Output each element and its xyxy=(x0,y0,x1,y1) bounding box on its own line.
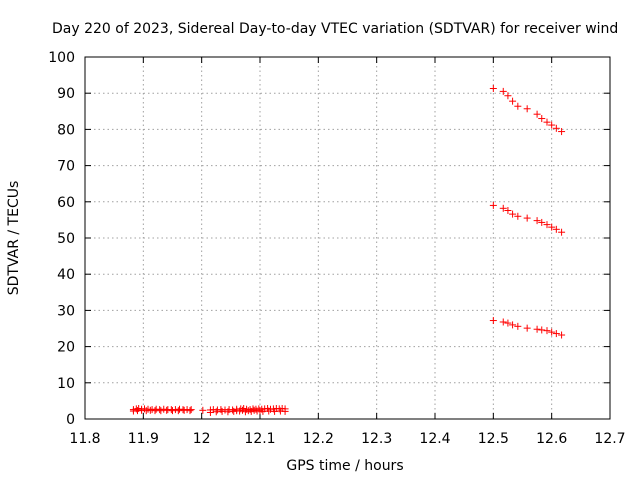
data-point xyxy=(157,407,165,415)
data-point xyxy=(499,87,507,95)
data-point xyxy=(548,223,556,231)
data-point xyxy=(533,110,541,118)
data-point xyxy=(514,322,522,330)
data-point xyxy=(174,407,182,415)
y-tick-label: 100 xyxy=(48,50,75,66)
data-point xyxy=(552,225,560,233)
y-tick-label: 60 xyxy=(57,195,75,211)
data-point xyxy=(543,118,551,126)
data-point xyxy=(538,115,546,123)
data-point xyxy=(538,326,546,334)
data-point xyxy=(504,206,512,214)
y-tick-label: 0 xyxy=(66,412,75,428)
data-point xyxy=(552,330,560,338)
data-point xyxy=(504,319,512,327)
data-point xyxy=(218,407,226,415)
x-tick-label: 12.2 xyxy=(303,431,334,447)
x-axis-label: GPS time / hours xyxy=(286,458,403,474)
x-tick-label: 12.1 xyxy=(244,431,275,447)
data-point xyxy=(548,328,556,336)
data-point xyxy=(199,406,207,414)
data-point xyxy=(509,321,517,329)
x-tick-label: 11.8 xyxy=(69,431,100,447)
y-tick-label: 80 xyxy=(57,122,75,138)
y-tick-label: 50 xyxy=(57,231,75,247)
y-tick-labels: 0 10 20 30 40 50 60 70 80 90 100 xyxy=(48,50,75,428)
data-point xyxy=(548,121,556,129)
data-point xyxy=(558,128,566,136)
data-point xyxy=(543,327,551,335)
x-tick-label: 12.5 xyxy=(478,431,509,447)
x-tick-label: 11.9 xyxy=(128,431,159,447)
data-point xyxy=(538,218,546,226)
y-tick-label: 70 xyxy=(57,159,75,175)
data-point xyxy=(523,324,531,332)
data-point xyxy=(186,407,194,415)
data-point xyxy=(504,92,512,100)
data-point xyxy=(514,102,522,110)
data-point xyxy=(509,97,517,105)
y-tick-label: 90 xyxy=(57,86,75,102)
data-point xyxy=(489,317,497,325)
x-tick-label: 12.3 xyxy=(361,431,392,447)
data-point xyxy=(509,210,517,218)
data-point xyxy=(533,217,541,225)
data-point xyxy=(523,105,531,113)
data-point xyxy=(543,221,551,229)
data-point xyxy=(552,124,560,132)
y-tick-label: 40 xyxy=(57,267,75,283)
x-tick-labels: 11.8 11.9 12 12.1 12.2 12.3 12.4 12.5 12.6 12.7 xyxy=(69,431,625,447)
chart-title: Day 220 of 2023, Sidereal Day-to-day VTE… xyxy=(52,21,618,37)
data-point xyxy=(489,201,497,209)
data-point xyxy=(514,212,522,220)
y-tick-label: 30 xyxy=(57,303,75,319)
data-point xyxy=(281,407,289,415)
data-point xyxy=(533,325,541,333)
data-point xyxy=(244,407,252,415)
data-point xyxy=(558,228,566,236)
data-point xyxy=(240,405,248,413)
plot-frame xyxy=(84,56,611,420)
data-point xyxy=(523,214,531,222)
data-point xyxy=(499,318,507,326)
data-point xyxy=(206,408,214,416)
x-tick-label: 12.4 xyxy=(419,431,450,447)
data-point xyxy=(246,406,254,414)
data-point xyxy=(256,407,264,415)
y-tick-label: 10 xyxy=(57,376,75,392)
data-point xyxy=(489,84,497,92)
data-points xyxy=(129,84,566,416)
x-tick-label: 12.7 xyxy=(594,431,625,447)
data-point xyxy=(229,406,237,414)
grid-lines xyxy=(85,57,610,419)
x-tick-label: 12.6 xyxy=(536,431,567,447)
x-tick-label: 12 xyxy=(193,431,211,447)
data-point xyxy=(558,331,566,339)
data-point xyxy=(499,204,507,212)
data-point xyxy=(187,406,195,414)
y-axis-label: SDTVAR / TECUs xyxy=(6,181,22,296)
y-tick-label: 20 xyxy=(57,340,75,356)
